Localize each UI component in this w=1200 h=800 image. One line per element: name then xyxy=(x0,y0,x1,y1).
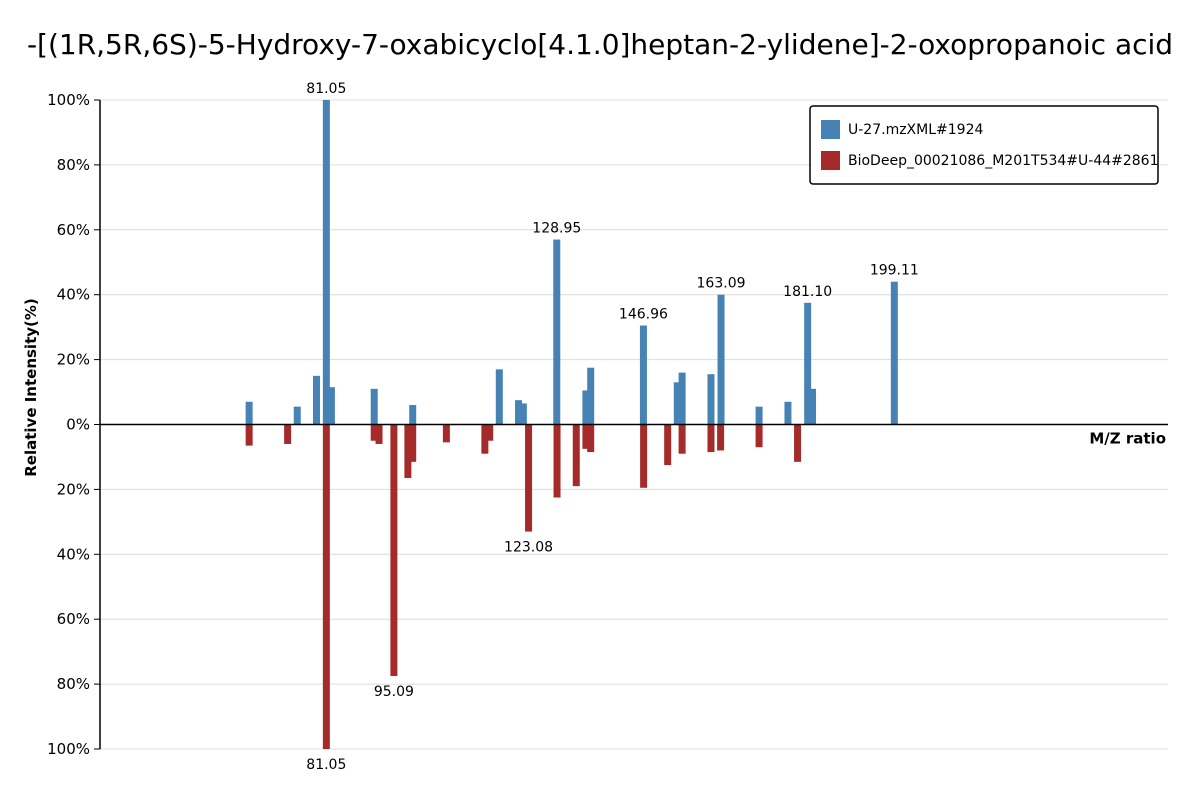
y-tick-label: 80% xyxy=(57,675,90,693)
sample-bar xyxy=(495,369,503,425)
y-axis: 100% 80% 60% 40% 20% 0% 20% 40% 60% 80% 100% xyxy=(47,91,100,758)
legend-swatch xyxy=(821,120,840,139)
sample-bar xyxy=(587,367,595,425)
y-tick-label: 100% xyxy=(47,91,90,109)
sample-bar xyxy=(673,382,681,425)
sample-bar xyxy=(293,406,301,425)
y-tick-label: 20% xyxy=(57,351,90,369)
reference-bar xyxy=(678,424,686,454)
sample-bar xyxy=(553,239,561,425)
sample-bar xyxy=(322,100,330,425)
sample-bar xyxy=(639,325,647,425)
sample-bar xyxy=(409,405,417,425)
y-tick-label: 60% xyxy=(57,221,90,239)
peak-label: 163.09 xyxy=(697,276,746,292)
sample-bar xyxy=(808,388,816,425)
y-tick-label: 100% xyxy=(47,740,90,758)
legend-box xyxy=(809,105,1159,185)
reference-bar xyxy=(717,424,725,451)
reference-bar xyxy=(553,424,561,498)
sample-bar xyxy=(245,401,253,425)
reference-bar xyxy=(442,424,450,443)
sample-bar xyxy=(717,294,725,425)
peak-labels: 81.05 128.95 146.96 163.09 181.10 199.11 81.05… xyxy=(306,81,919,773)
sample-bar xyxy=(678,372,686,425)
sample-bar xyxy=(515,400,523,425)
legend[interactable]: U-27.mzXML#1924 BioDeep_00021086_M201T534… xyxy=(809,105,1159,185)
peak-label: 146.96 xyxy=(619,307,668,323)
sample-bar xyxy=(890,281,898,425)
reference-bar xyxy=(481,424,489,454)
reference-bar xyxy=(582,424,590,449)
gridlines xyxy=(100,99,1168,750)
sample-bar xyxy=(755,406,763,425)
y-tick-label: 40% xyxy=(57,286,90,304)
peak-label: 81.05 xyxy=(306,81,346,97)
y-tick-label: 40% xyxy=(57,545,90,563)
legend-swatch xyxy=(821,151,840,170)
sample-bar xyxy=(327,387,335,425)
reference-bar xyxy=(370,424,378,441)
reference-bar xyxy=(707,424,715,453)
y-tick-label: 0% xyxy=(66,416,90,434)
chart-title: -[(1R,5R,6S)-5-Hydroxy-7-oxabicyclo[4.1.… xyxy=(26,28,1174,61)
peak-label: 128.95 xyxy=(532,221,581,237)
reference-bar xyxy=(587,424,595,453)
reference-bar xyxy=(486,424,494,441)
y-tick-label: 80% xyxy=(57,156,90,174)
y-tick-label: 20% xyxy=(57,480,90,498)
y-tick-label: 60% xyxy=(57,610,90,628)
peak-label: 81.05 xyxy=(306,757,346,773)
reference-bar xyxy=(755,424,763,448)
sample-bar xyxy=(312,375,320,425)
reference-bar xyxy=(390,424,398,676)
y-axis-label: Relative Intensity(%) xyxy=(22,298,40,477)
reference-bar xyxy=(794,424,802,462)
bars xyxy=(245,100,898,749)
reference-bar xyxy=(525,424,533,532)
reference-bar xyxy=(572,424,580,487)
legend-entry: U-27.mzXML#1924 xyxy=(848,122,983,138)
legend-entry: BioDeep_00021086_M201T534#U-44#2861 xyxy=(848,153,1159,169)
reference-bar xyxy=(284,424,292,444)
sample-bar xyxy=(519,403,527,425)
sample-bar xyxy=(370,388,378,425)
reference-bar xyxy=(375,424,383,444)
reference-bar xyxy=(640,424,648,488)
peak-label: 199.11 xyxy=(870,263,919,279)
peak-label: 95.09 xyxy=(374,684,414,700)
reference-bar xyxy=(404,424,412,479)
reference-bar xyxy=(322,424,330,749)
axes: M/Z ratio Relative Intensity(%) xyxy=(22,100,1168,749)
reference-bar xyxy=(409,424,417,462)
sample-bar xyxy=(707,374,715,425)
sample-bar xyxy=(784,401,792,425)
sample-bar xyxy=(804,302,812,425)
sample-bar xyxy=(582,390,590,425)
peak-label: 123.08 xyxy=(504,540,553,556)
peak-label: 181.10 xyxy=(783,284,832,300)
reference-bar xyxy=(664,424,672,466)
reference-bar xyxy=(245,424,253,446)
x-axis-label: M/Z ratio xyxy=(1089,430,1166,448)
